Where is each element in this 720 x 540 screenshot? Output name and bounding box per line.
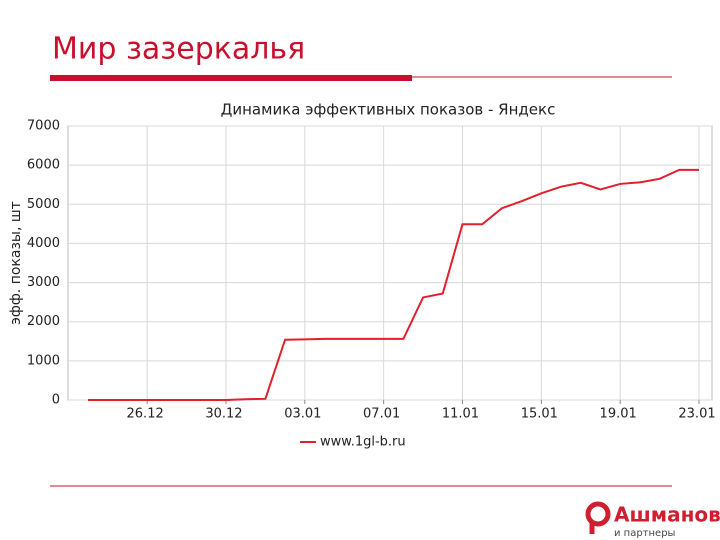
legend-label: www.1gl-b.ru [320,435,406,450]
x-tick-label: 23.01 [678,407,715,422]
logo: Ашманов и партнеры [585,501,720,539]
slide-title: Мир зазеркалья [52,32,305,67]
logo-icon [585,501,611,527]
x-tick-label: 30.12 [205,407,242,422]
data-line [88,168,699,401]
plot-area [67,125,713,401]
y-tick-label: 3000 [27,275,60,290]
x-tick-label: 11.01 [442,407,479,422]
x-tick-label: 19.01 [600,407,637,422]
x-tick-label: 03.01 [284,407,321,422]
y-axis-label: эфф. показы, шт [8,201,24,325]
x-tick-label: 15.01 [521,407,558,422]
chart-title: Динамика эффективных показов - Яндекс [221,101,556,119]
logo-name: Ашманов [614,503,720,527]
y-tick-label: 6000 [27,158,60,173]
title-bar [50,75,412,81]
y-tick-label: 4000 [27,236,60,251]
logo-tagline: и партнеры [614,528,675,539]
y-tick-label: 0 [52,393,60,408]
y-tick-label: 5000 [27,197,60,212]
y-tick-label: 1000 [27,353,60,368]
y-tick-label: 2000 [27,314,60,329]
x-tick-label: 26.12 [127,407,164,422]
y-tick-label: 7000 [27,119,60,134]
x-tick-label: 07.01 [363,407,400,422]
